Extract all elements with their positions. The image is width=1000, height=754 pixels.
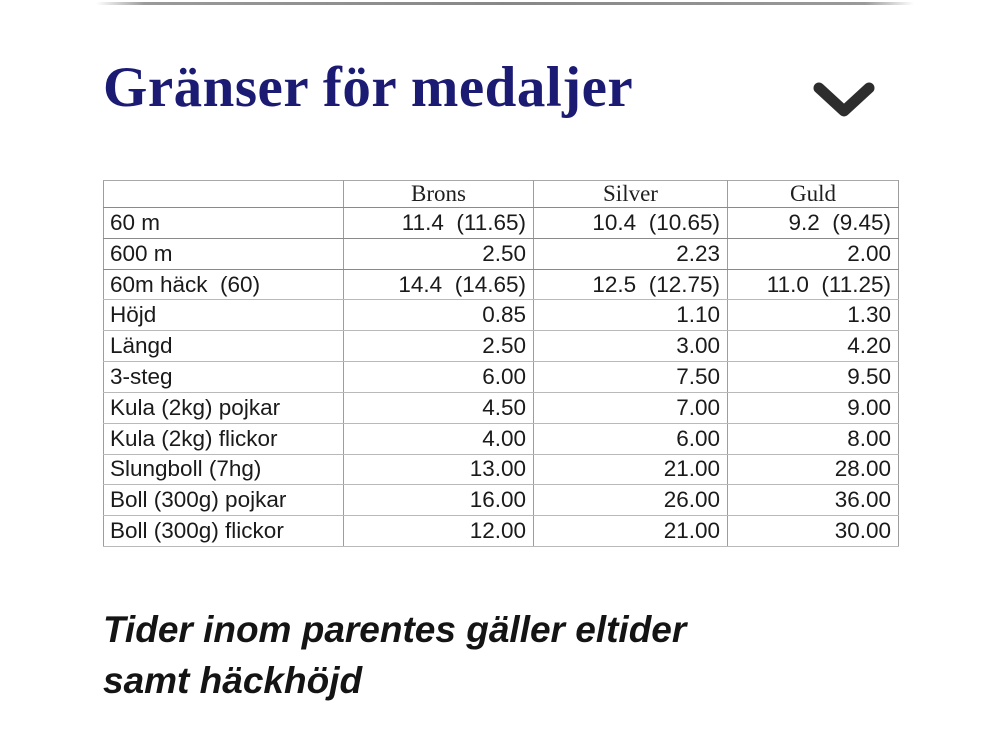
- medal-limits-table: Brons Silver Guld 60 m 11.4 (11.65) 10.4 (…: [103, 180, 899, 547]
- brons-value-cell: 2.50: [343, 330, 534, 363]
- guld-value-cell: 11.0 (11.25): [727, 268, 899, 301]
- guld-value-cell: 9.50: [727, 361, 899, 393]
- table-row: Boll (300g) pojkar 16.00 26.00 36.00: [103, 484, 899, 517]
- event-label-cell: 600 m: [103, 237, 344, 270]
- silver-value-cell: 3.00: [533, 330, 728, 363]
- accordion-header[interactable]: Gränser för medaljer: [0, 0, 1000, 160]
- guld-value-cell: 28.00: [727, 453, 899, 486]
- event-label-cell: 3-steg: [103, 361, 344, 393]
- table-row: 60 m 11.4 (11.65) 10.4 (10.65) 9.2 (9.45): [103, 207, 899, 239]
- table-row: 3-steg 6.00 7.50 9.50: [103, 361, 899, 393]
- brons-value-cell: 16.00: [343, 484, 534, 517]
- event-column-header: [103, 180, 344, 208]
- event-label-cell: Boll (300g) pojkar: [103, 484, 344, 517]
- event-label-cell: Slungboll (7hg): [103, 453, 344, 486]
- footnote-line-1: Tider inom parentes gäller eltider: [103, 609, 687, 650]
- brons-value-cell: 11.4 (11.65): [343, 207, 534, 239]
- table-row: Slungboll (7hg) 13.00 21.00 28.00: [103, 453, 899, 486]
- brons-value-cell: 13.00: [343, 453, 534, 486]
- guld-value-cell: 4.20: [727, 330, 899, 363]
- table-row: Boll (300g) flickor 12.00 21.00 30.00: [103, 515, 899, 547]
- guld-column-header: Guld: [727, 180, 899, 208]
- brons-column-header: Brons: [343, 180, 534, 208]
- brons-value-cell: 2.50: [343, 237, 534, 270]
- event-label-cell: 60 m: [103, 207, 344, 239]
- silver-value-cell: 1.10: [533, 299, 728, 332]
- brons-value-cell: 0.85: [343, 299, 534, 332]
- event-label-cell: Höjd: [103, 299, 344, 332]
- guld-value-cell: 2.00: [727, 237, 899, 270]
- top-divider: [96, 2, 914, 5]
- guld-value-cell: 9.2 (9.45): [727, 207, 899, 239]
- silver-column-header: Silver: [533, 180, 728, 208]
- chevron-down-icon[interactable]: [811, 79, 877, 121]
- brons-value-cell: 14.4 (14.65): [343, 268, 534, 301]
- silver-value-cell: 6.00: [533, 422, 728, 455]
- guld-value-cell: 36.00: [727, 484, 899, 517]
- table-row: 60m häck (60) 14.4 (14.65) 12.5 (12.75) 11.…: [103, 268, 899, 301]
- event-label-cell: Längd: [103, 330, 344, 363]
- silver-value-cell: 7.50: [533, 361, 728, 393]
- guld-value-cell: 9.00: [727, 391, 899, 424]
- silver-value-cell: 2.23: [533, 237, 728, 270]
- guld-value-cell: 8.00: [727, 422, 899, 455]
- event-label-cell: 60m häck (60): [103, 268, 344, 301]
- table-header-row: Brons Silver Guld: [103, 180, 899, 208]
- table-row: Höjd 0.85 1.10 1.30: [103, 299, 899, 332]
- brons-value-cell: 4.00: [343, 422, 534, 455]
- event-label-cell: Boll (300g) flickor: [103, 515, 344, 547]
- page-title: Gränser för medaljer: [103, 56, 634, 119]
- silver-value-cell: 21.00: [533, 453, 728, 486]
- table-row: Längd 2.50 3.00 4.20: [103, 330, 899, 363]
- event-label-cell: Kula (2kg) flickor: [103, 422, 344, 455]
- brons-value-cell: 12.00: [343, 515, 534, 547]
- silver-value-cell: 12.5 (12.75): [533, 268, 728, 301]
- table-row: Kula (2kg) flickor 4.00 6.00 8.00: [103, 422, 899, 455]
- silver-value-cell: 21.00: [533, 515, 728, 547]
- footnote-line-2: samt häckhöjd: [103, 660, 363, 702]
- silver-value-cell: 10.4 (10.65): [533, 207, 728, 239]
- silver-value-cell: 7.00: [533, 391, 728, 424]
- brons-value-cell: 4.50: [343, 391, 534, 424]
- silver-value-cell: 26.00: [533, 484, 728, 517]
- table-row: 600 m 2.50 2.23 2.00: [103, 237, 899, 270]
- event-label-cell: Kula (2kg) pojkar: [103, 391, 344, 424]
- table-row: Kula (2kg) pojkar 4.50 7.00 9.00: [103, 391, 899, 424]
- table-body: 60 m 11.4 (11.65) 10.4 (10.65) 9.2 (9.45) 60…: [103, 207, 899, 547]
- guld-value-cell: 30.00: [727, 515, 899, 547]
- brons-value-cell: 6.00: [343, 361, 534, 393]
- footnote: Tider inom parentes gäller eltider samt …: [103, 604, 686, 706]
- guld-value-cell: 1.30: [727, 299, 899, 332]
